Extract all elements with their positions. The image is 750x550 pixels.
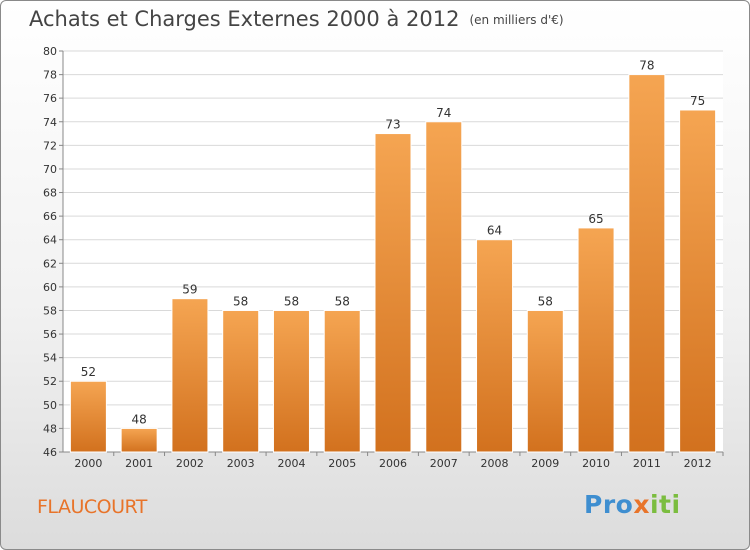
x-tick-label: 2005 [328, 457, 356, 470]
bar [476, 239, 514, 453]
y-tick-label: 56 [43, 328, 57, 341]
bar-value-label: 58 [233, 294, 248, 308]
bar [374, 133, 412, 453]
x-tick-label: 2002 [176, 457, 204, 470]
bar-value-label: 75 [690, 94, 705, 108]
chart-unit: (en milliers d'€) [469, 13, 564, 27]
proxiti-logo: Proxiti [584, 490, 681, 519]
logo-part-3: iti [649, 490, 681, 519]
plot-area: 46 48 50 52 54 56 58 60 62 64 66 68 70 72 74 76 78 80 52 20… [43, 45, 724, 470]
y-tick-label: 72 [43, 139, 57, 152]
bar-value-label: 74 [436, 106, 451, 120]
y-tick-label: 76 [43, 92, 57, 105]
x-tick-label: 2000 [74, 457, 102, 470]
y-tick-label: 52 [43, 375, 57, 388]
x-tick-label: 2001 [125, 457, 153, 470]
y-tick-label: 60 [43, 281, 57, 294]
bar-value-label: 58 [538, 294, 553, 308]
bar-value-label: 58 [284, 294, 299, 308]
x-tick-label: 2011 [633, 457, 661, 470]
bar [526, 309, 564, 453]
y-tick-label: 78 [43, 69, 57, 82]
bar-value-label: 64 [487, 224, 502, 238]
chart-title: Achats et Charges Externes 2000 à 2012 (e… [29, 7, 564, 31]
bar-value-label: 52 [81, 365, 96, 379]
y-tick-label: 50 [43, 399, 57, 412]
y-tick-label: 66 [43, 210, 57, 223]
bar-value-label: 59 [182, 283, 197, 297]
bar-value-label: 48 [132, 412, 147, 426]
x-tick-label: 2003 [227, 457, 255, 470]
y-tick-label: 74 [43, 116, 57, 129]
x-tick-label: 2012 [684, 457, 712, 470]
bar-value-label: 65 [588, 212, 603, 226]
bar [171, 298, 209, 453]
bar [69, 380, 107, 453]
chart-title-text: Achats et Charges Externes 2000 à 2012 [29, 7, 460, 31]
commune-name: FLAUCOURT [37, 496, 147, 518]
bar [120, 427, 158, 453]
logo-part-1: Pro [584, 490, 634, 519]
bar [323, 309, 361, 453]
y-tick-label: 70 [43, 163, 57, 176]
y-tick-label: 80 [43, 45, 57, 58]
bar-value-label: 78 [639, 59, 654, 73]
x-tick-label: 2006 [379, 457, 407, 470]
x-tick-label: 2007 [430, 457, 458, 470]
bar-value-label: 58 [335, 294, 350, 308]
y-tick-label: 62 [43, 257, 57, 270]
x-tick-label: 2009 [531, 457, 559, 470]
logo-part-2: x [633, 490, 650, 519]
bar [628, 74, 666, 453]
y-tick-label: 54 [43, 352, 57, 365]
bar-value-label: 73 [385, 118, 400, 132]
y-tick-label: 58 [43, 304, 57, 317]
x-tick-label: 2004 [277, 457, 305, 470]
bar [425, 121, 463, 453]
bar [679, 109, 717, 453]
bar [222, 309, 260, 453]
x-tick-label: 2010 [582, 457, 610, 470]
y-tick-label: 64 [43, 234, 57, 247]
y-tick-label: 48 [43, 422, 57, 435]
x-tick-label: 2008 [481, 457, 509, 470]
y-tick-label: 68 [43, 187, 57, 200]
bar [577, 227, 615, 453]
y-tick-label: 46 [43, 446, 57, 459]
bar [272, 309, 310, 453]
